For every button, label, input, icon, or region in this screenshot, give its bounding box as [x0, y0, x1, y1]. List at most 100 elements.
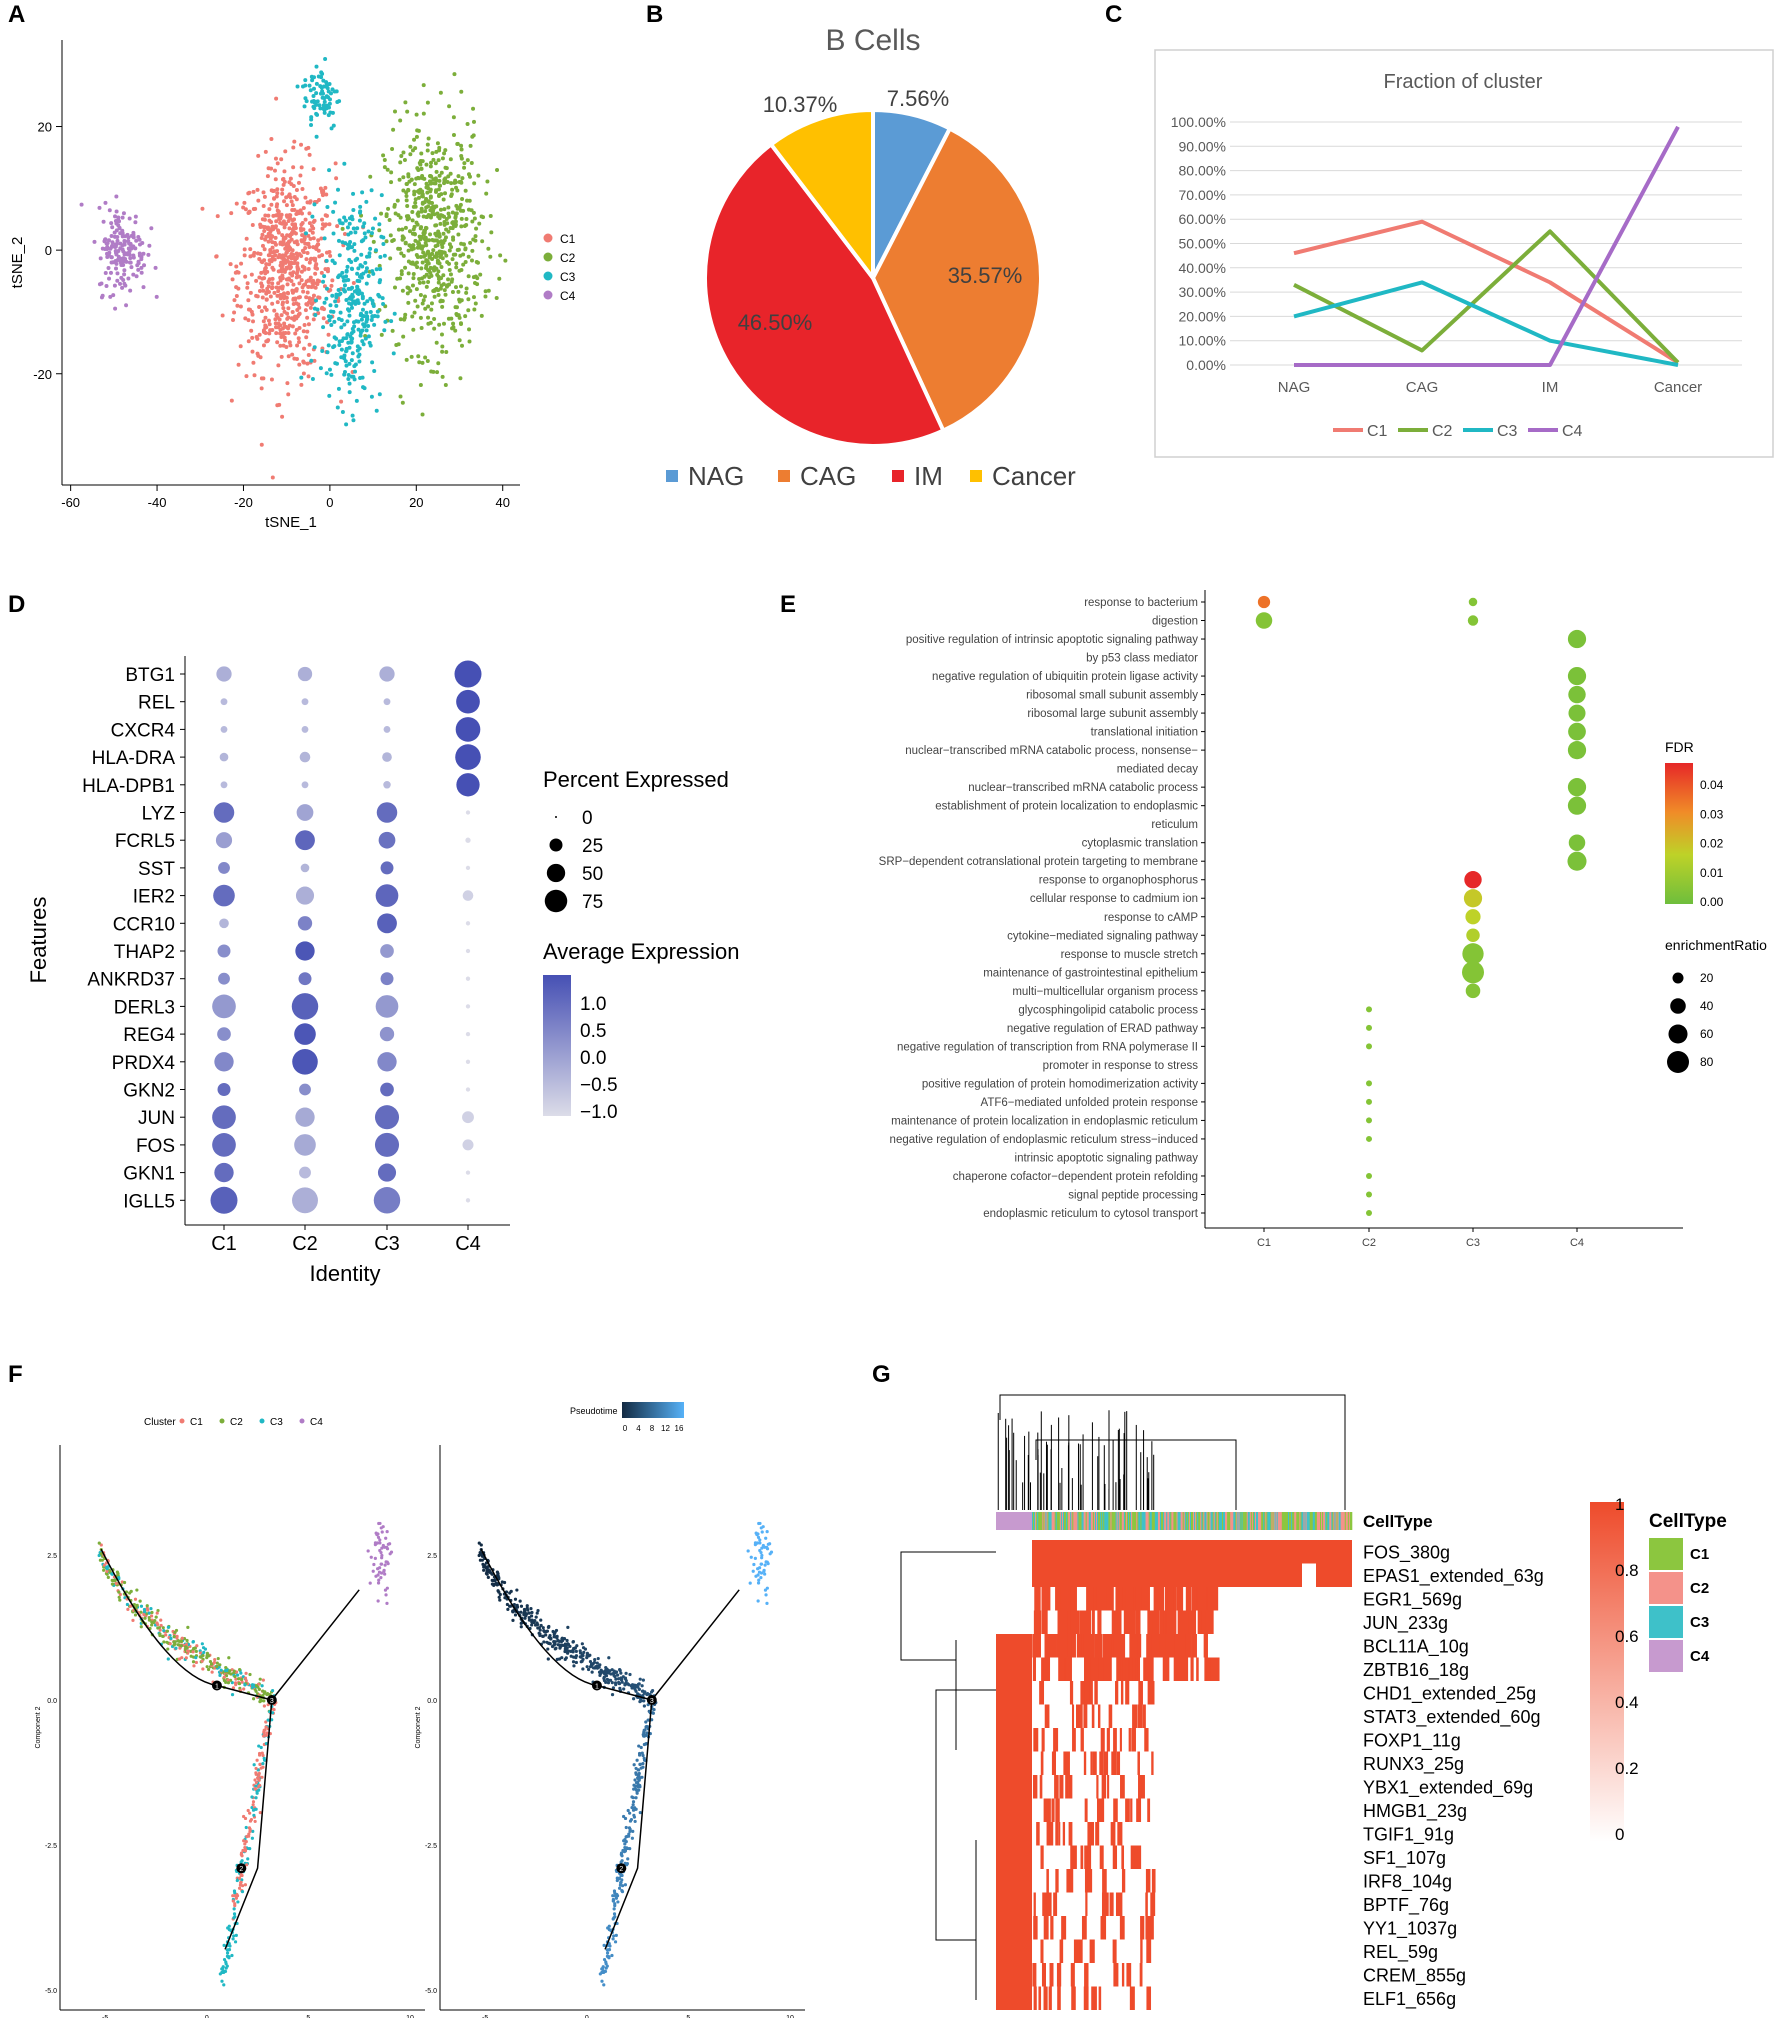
f-cell-point: [631, 1829, 635, 1834]
a-point-c1: [313, 245, 318, 250]
a-point-c2: [417, 161, 422, 166]
a-point-c2: [415, 222, 420, 227]
f-cell-point: [617, 1876, 622, 1880]
g-heatmap-cell: [1046, 1822, 1051, 1846]
g-heatmap-cell: [1139, 1963, 1143, 1987]
f-cell-point: [759, 1576, 763, 1580]
f-cell-point: [621, 1814, 626, 1819]
f-cell-point: [545, 1629, 550, 1633]
g-heatmap-cell: [1071, 1704, 1075, 1728]
d-dot-ccr10-c1: [219, 918, 229, 929]
a-point-c1: [269, 202, 274, 207]
e-point: [1567, 851, 1587, 871]
f-cell-point: [99, 1552, 103, 1556]
d-dot-reg4-c3: [379, 1026, 395, 1042]
a-point-c1: [244, 374, 249, 379]
f-cell-point: [494, 1581, 498, 1586]
a-point-c3: [374, 408, 379, 413]
g-annotation-cell: [1144, 1512, 1146, 1530]
a-point-c1: [266, 290, 271, 295]
g-heatmap-cell: [1099, 1587, 1107, 1611]
a-point-c4: [124, 259, 129, 264]
g-heatmap-cell: [1205, 1610, 1213, 1634]
d-gene-label: DERL3: [114, 997, 175, 1018]
a-point-c1: [255, 251, 260, 256]
a-point-c3: [347, 390, 352, 395]
g-annotation-cell: [1250, 1512, 1253, 1530]
f-pseudotime-title: Pseudotime: [570, 1406, 618, 1416]
f-cell-point: [480, 1558, 484, 1562]
g-annotation-cell: [1035, 1512, 1037, 1530]
f-cell-point: [106, 1575, 110, 1579]
f-cell-point: [751, 1569, 755, 1573]
g-annotation-cell: [1135, 1512, 1137, 1530]
d-dot-fos-c2: [294, 1134, 316, 1156]
d-dot-reg4-c2: [294, 1023, 316, 1045]
f-cell-point: [614, 1677, 618, 1681]
g-heatmap-cell: [1080, 1845, 1084, 1869]
g-heatmap-cell: [1097, 1704, 1101, 1728]
a-point-c2: [437, 173, 442, 178]
a-point-c2: [426, 268, 431, 273]
d-dot-hla-dra-c2: [299, 751, 311, 763]
a-point-c4: [119, 263, 124, 268]
a-point-c1: [276, 255, 281, 260]
d-dot-gkn1-c3: [377, 1163, 397, 1182]
a-point-c2: [411, 276, 416, 281]
a-point-c3: [340, 270, 345, 275]
a-point-c3: [312, 345, 317, 350]
f-cell-point: [541, 1626, 545, 1630]
a-point-c3: [351, 208, 356, 213]
a-point-c2: [473, 301, 478, 306]
a-point-c1: [299, 142, 304, 147]
f-cell-point: [260, 1684, 264, 1688]
a-point-c2: [384, 212, 389, 217]
f-cell-point: [613, 1940, 618, 1944]
a-point-c2: [422, 294, 427, 299]
a-point-c1: [325, 266, 330, 271]
a-point-c2: [420, 360, 425, 365]
a-point-c2: [454, 185, 459, 190]
g-heatmap-cell: [1042, 1892, 1047, 1916]
a-point-c2: [444, 253, 449, 258]
f-cell-point: [162, 1629, 166, 1633]
a-point-c3: [344, 422, 349, 427]
a-point-c2: [484, 191, 489, 196]
f-cell-point: [260, 1751, 264, 1755]
a-point-c4: [104, 241, 109, 246]
a-point-c2: [428, 215, 433, 220]
g-heatmap-cell: [1120, 1892, 1123, 1916]
a-point-c4: [107, 276, 112, 281]
g-heatmap-cell: [996, 1657, 1032, 1681]
a-point-c1: [275, 300, 280, 305]
a-point-c3: [361, 342, 366, 347]
g-heatmap-cell: [1086, 1587, 1097, 1611]
f-cell-point: [759, 1562, 763, 1566]
g-heatmap-cell: [1091, 1704, 1095, 1728]
a-point-c2: [440, 374, 445, 379]
f-cell-point: [254, 1784, 258, 1788]
g-annotation-cell: [1224, 1512, 1226, 1530]
a-point-c2: [426, 315, 431, 320]
a-point-c1: [316, 198, 321, 203]
f-cell-point: [102, 1563, 106, 1567]
a-point-c2: [458, 321, 463, 326]
d-gene-label: THAP2: [114, 942, 175, 963]
a-point-c2: [432, 294, 437, 299]
a-point-c3: [377, 222, 382, 227]
g-heatmap-cell: [996, 1986, 1032, 2010]
f-cell-point: [530, 1620, 534, 1624]
e-point: [1568, 722, 1586, 741]
a-point-c3: [358, 375, 363, 380]
a-point-c3: [369, 318, 374, 323]
e-term-label: digestion: [1152, 616, 1198, 628]
a-point-c2: [426, 200, 431, 205]
a-y-tick-label: -20: [33, 367, 52, 382]
a-point-c1: [293, 314, 298, 319]
d-gene-label: GKN1: [123, 1164, 175, 1185]
f-branch-node: [616, 1863, 627, 1874]
f-cell-point: [612, 1907, 616, 1911]
f-cell-point: [385, 1530, 389, 1534]
g-annotation-cell: [1309, 1512, 1312, 1530]
f-cell-point: [189, 1654, 193, 1658]
